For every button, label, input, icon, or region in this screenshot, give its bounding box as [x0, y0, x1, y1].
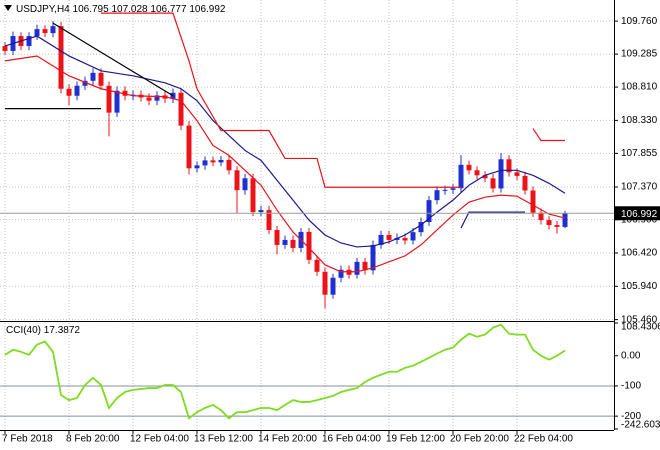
- x-tick-label: 14 Feb 20:00: [258, 434, 317, 445]
- x-tick-label: 19 Feb 12:00: [386, 434, 445, 445]
- y-tick-label: 105.940: [621, 281, 658, 292]
- candle-body: [154, 95, 160, 101]
- candle-body: [522, 175, 528, 191]
- candle-body: [474, 170, 480, 176]
- candle-body: [378, 234, 384, 245]
- y-tick-label: 108.4306: [621, 322, 660, 333]
- last-price-box: [615, 206, 660, 221]
- candle-body: [266, 210, 272, 230]
- candle-body: [226, 159, 232, 171]
- candle-body: [362, 261, 368, 271]
- candle-body: [506, 159, 512, 173]
- candle-body: [234, 170, 240, 191]
- candle-body: [418, 222, 424, 233]
- candle-body: [386, 234, 392, 240]
- candle-body: [498, 159, 504, 189]
- x-tick-label: 22 Feb 04:00: [514, 434, 573, 445]
- candle-body: [338, 269, 344, 278]
- candle-body: [2, 46, 8, 51]
- candle-body: [106, 85, 112, 113]
- overlay-line: [52, 22, 174, 97]
- candle-body: [122, 90, 128, 96]
- candle-body: [410, 232, 416, 241]
- candle-body: [290, 239, 296, 248]
- candle-body: [194, 165, 200, 169]
- candle-body: [274, 229, 280, 245]
- candle-body: [490, 178, 496, 189]
- y-tick-label: 107.370: [621, 182, 658, 193]
- y-tick-label: -100: [621, 381, 641, 392]
- y-tick-label: 107.855: [621, 148, 658, 159]
- candle-body: [50, 26, 56, 34]
- candle-body: [210, 160, 216, 163]
- candle-body: [66, 88, 72, 96]
- candle-body: [98, 72, 104, 86]
- last-price-label: 106.992: [621, 209, 658, 220]
- candle-body: [546, 220, 552, 226]
- candle-body: [530, 190, 536, 213]
- candle-body: [186, 125, 192, 169]
- candle-body: [58, 26, 64, 89]
- candle-body: [146, 97, 152, 101]
- candle-body: [434, 190, 440, 201]
- overlay-line: [4, 35, 566, 248]
- overlay-line: [4, 55, 566, 273]
- chart-title: USDJPY,H4 106.795 107.028 106.777 106.99…: [16, 4, 226, 15]
- candle-body: [34, 29, 40, 37]
- x-tick-label: 16 Feb 04:00: [322, 434, 381, 445]
- candle-body: [370, 244, 376, 271]
- y-tick-label: -200: [621, 411, 641, 422]
- candle-body: [202, 160, 208, 166]
- candle-body: [178, 92, 184, 126]
- candle-body: [82, 80, 88, 86]
- candle-body: [330, 277, 336, 295]
- candle-body: [322, 271, 328, 295]
- candle-body: [282, 239, 288, 245]
- candle-body: [458, 164, 464, 189]
- candle-body: [354, 261, 360, 275]
- y-tick-label: -242.6037: [621, 420, 660, 431]
- y-tick-label: 0.00: [621, 350, 641, 361]
- candle-body: [26, 36, 32, 46]
- candle-body: [90, 72, 96, 81]
- x-tick-label: 12 Feb 04:00: [130, 434, 189, 445]
- candle-body: [42, 29, 48, 34]
- candle-body: [442, 189, 448, 191]
- y-tick-label: 105.460: [621, 314, 658, 325]
- candle-body: [482, 175, 488, 179]
- indicator-line: [4, 323, 566, 420]
- x-tick-label: 20 Feb 20:00: [450, 434, 509, 445]
- candle-body: [466, 164, 472, 171]
- candle-body: [250, 178, 256, 213]
- candle-body: [402, 237, 408, 241]
- candle-body: [450, 188, 456, 190]
- overlay-line: [460, 211, 525, 229]
- symbol-icon: [4, 5, 12, 11]
- candle-body: [114, 90, 120, 113]
- candle-body: [258, 210, 264, 213]
- y-tick-label: 108.330: [621, 115, 658, 126]
- candle-body: [306, 231, 312, 260]
- y-tick-label: 108.810: [621, 82, 658, 93]
- candle-body: [514, 172, 520, 176]
- y-tick-label: 109.285: [621, 49, 658, 60]
- x-tick-label: 8 Feb 20:00: [66, 434, 120, 445]
- candle-body: [218, 159, 224, 163]
- candle-body: [562, 213, 568, 227]
- candle-body: [538, 212, 544, 221]
- y-tick-label: 109.760: [621, 16, 658, 27]
- x-tick-label: 7 Feb 2018: [2, 434, 53, 445]
- candle-body: [74, 85, 80, 96]
- candle-body: [314, 259, 320, 272]
- y-tick-label: 106.420: [621, 248, 658, 259]
- candle-body: [242, 178, 248, 191]
- candle-body: [554, 225, 560, 227]
- indicator-title: CCI(40) 17.3872: [6, 325, 80, 336]
- x-tick-label: 13 Feb 12:00: [194, 434, 253, 445]
- overlay-line: [101, 12, 565, 188]
- candle-body: [426, 200, 432, 223]
